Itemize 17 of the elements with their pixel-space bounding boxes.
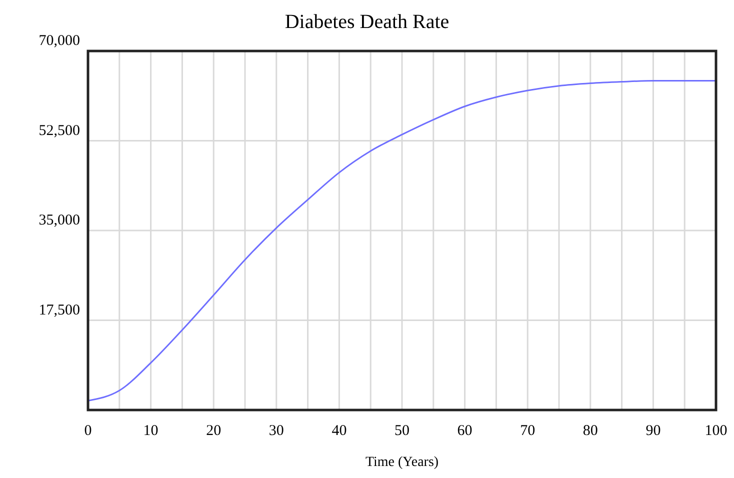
x-tick-label: 100: [704, 423, 728, 439]
x-tick-label: 0: [84, 423, 92, 439]
y-tick-label: 52,500: [38, 122, 80, 139]
x-tick-label: 10: [143, 423, 158, 439]
y-tick-label: 70,000: [38, 33, 80, 49]
y-tick-label: 17,500: [38, 302, 80, 318]
x-tick-label: 80: [582, 423, 598, 439]
x-tick-label: 40: [332, 423, 347, 439]
x-tick-label: 70: [520, 423, 536, 439]
x-tick-label: 30: [268, 423, 284, 439]
x-tick-label: 50: [394, 423, 410, 439]
chart-title: Diabetes Death Rate: [284, 11, 450, 33]
x-tick-label: 90: [646, 423, 661, 439]
x-tick-label: 60: [457, 423, 472, 439]
y-tick-label: 35,000: [38, 212, 80, 228]
x-axis-title: Time (Years): [365, 455, 439, 470]
x-tick-label: 20: [206, 423, 222, 439]
